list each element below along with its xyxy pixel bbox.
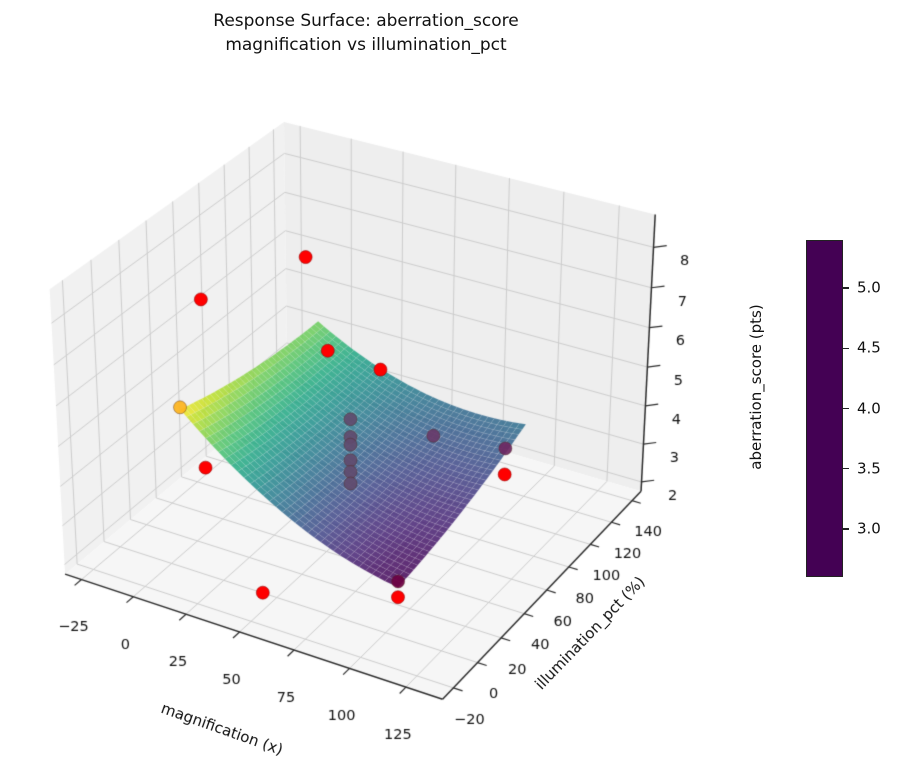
colorbar-tick-mark	[843, 347, 849, 349]
colorbar-tick-mark	[843, 467, 849, 470]
colorbar: 3.0 3.5 4.0 4.5 5.0	[806, 240, 881, 577]
colorbar-tick-mark	[843, 528, 849, 530]
colorbar-tick-mark	[843, 287, 849, 289]
colorbar-tick-label: 3.5	[857, 459, 881, 478]
z-axis-label: aberration_score (pts)	[747, 304, 765, 470]
colorbar-gradient	[806, 240, 843, 577]
chart-title: Response Surface: aberration_score magni…	[0, 9, 732, 57]
colorbar-tick-label: 5.0	[857, 278, 881, 297]
chart-title-line2: magnification vs illumination_pct	[225, 35, 507, 55]
colorbar-tick-label: 4.5	[857, 338, 881, 357]
colorbar-tick-label: 3.0	[857, 519, 881, 538]
chart-title-line1: Response Surface: aberration_score	[213, 11, 519, 31]
colorbar-tick-mark	[843, 407, 849, 410]
colorbar-tick-label: 4.0	[857, 399, 881, 418]
